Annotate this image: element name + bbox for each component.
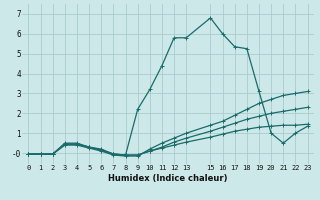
X-axis label: Humidex (Indice chaleur): Humidex (Indice chaleur)	[108, 174, 228, 183]
